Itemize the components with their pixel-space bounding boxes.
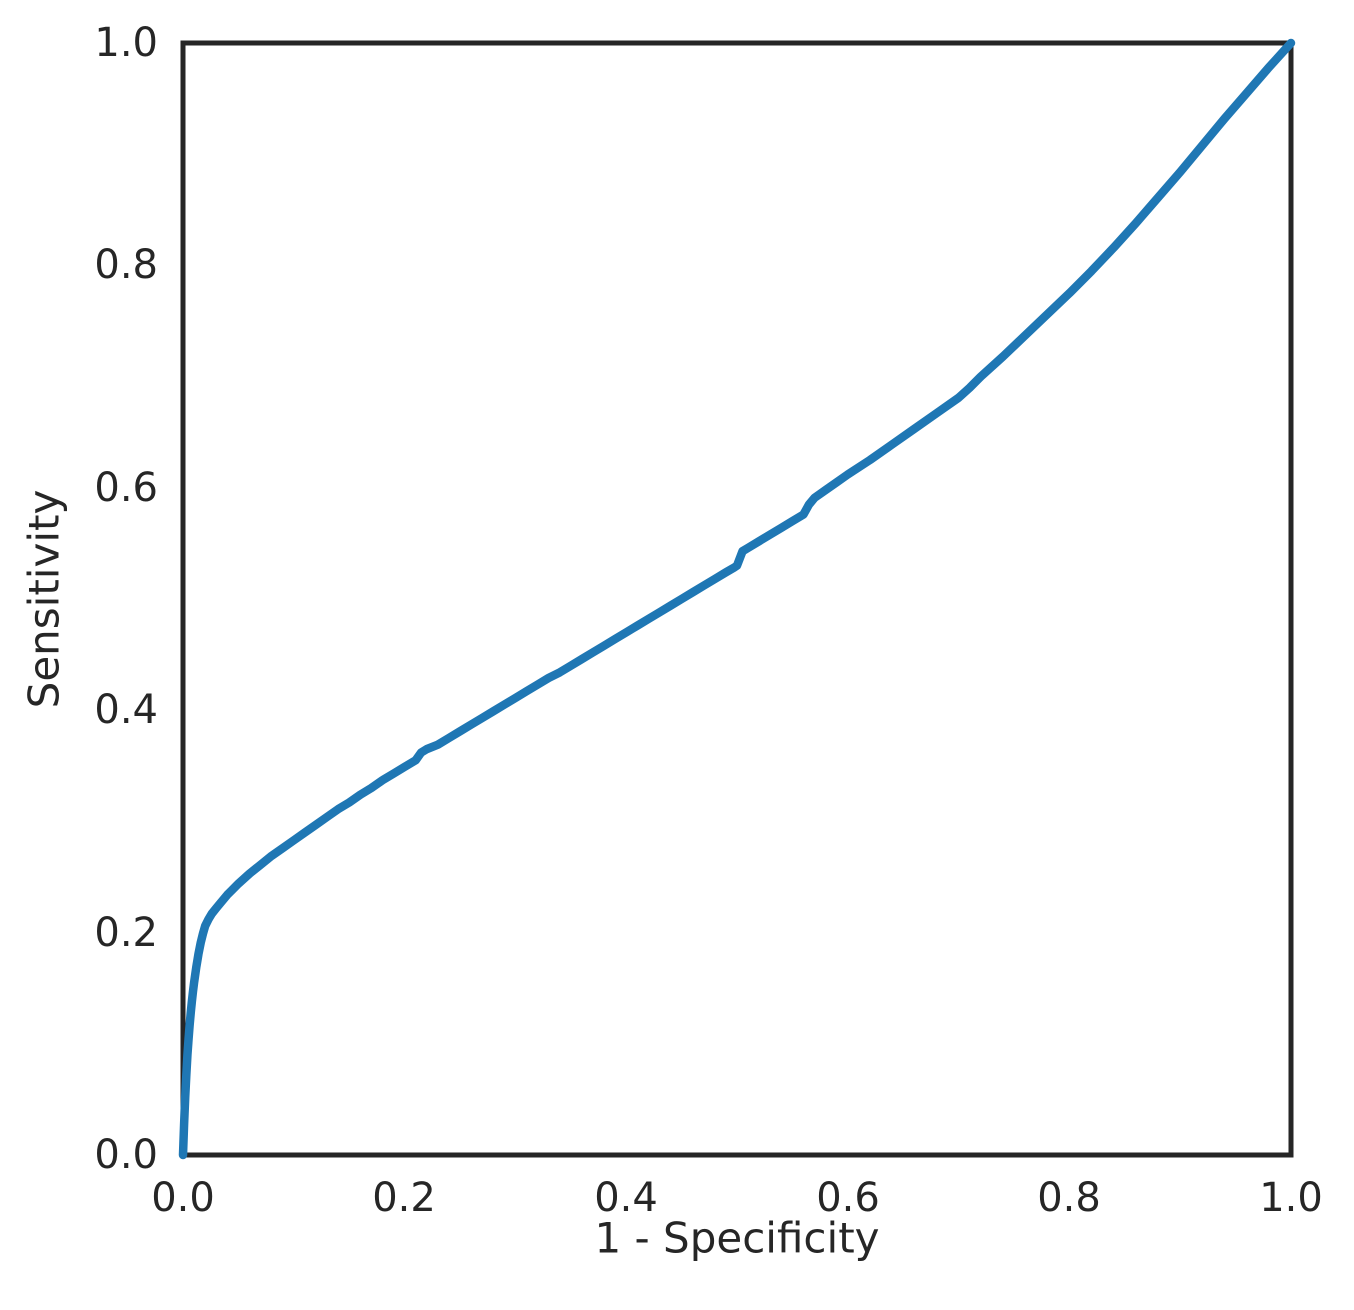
x-axis-label: 1 - Specificity <box>594 1213 880 1263</box>
ytick-label-2: 0.4 <box>94 687 158 733</box>
xtick-label-0: 0.0 <box>151 1175 215 1221</box>
ytick-label-3: 0.6 <box>94 465 158 511</box>
xtick-label-3: 0.6 <box>816 1175 880 1221</box>
ytick-label-0: 0.0 <box>94 1132 158 1178</box>
xtick-label-2: 0.4 <box>594 1175 658 1221</box>
ytick-label-5: 1.0 <box>94 20 158 66</box>
y-axis-label: Sensitivity <box>19 489 69 709</box>
xtick-label-5: 1.0 <box>1259 1175 1323 1221</box>
roc-curve-line <box>178 38 1296 1160</box>
ytick-label-1: 0.2 <box>94 910 158 956</box>
xtick-label-4: 0.8 <box>1037 1175 1101 1221</box>
axes-spines <box>180 40 1294 1158</box>
xtick-label-1: 0.2 <box>372 1175 436 1221</box>
ytick-label-4: 0.8 <box>94 242 158 288</box>
plot-background <box>183 43 1291 1155</box>
